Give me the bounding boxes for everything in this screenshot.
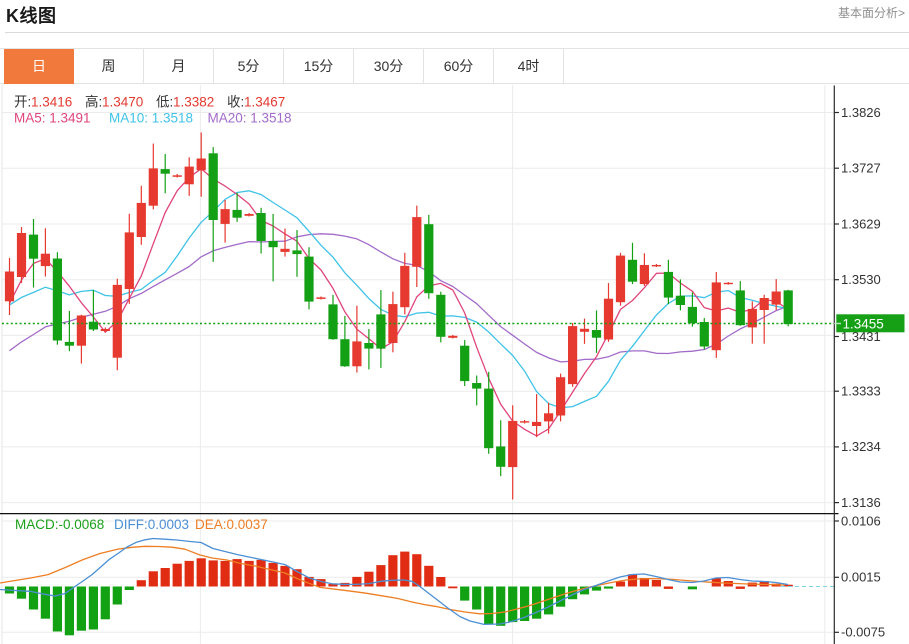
svg-text:1.3333: 1.3333 (841, 384, 881, 399)
svg-text:-0.0075: -0.0075 (841, 625, 885, 640)
svg-text:1.3727: 1.3727 (841, 161, 881, 176)
svg-text:1.3629: 1.3629 (841, 216, 881, 231)
svg-text:1.3431: 1.3431 (841, 329, 881, 344)
svg-text:0.0015: 0.0015 (841, 570, 881, 585)
svg-text:0.0106: 0.0106 (841, 513, 881, 528)
svg-text:1.3826: 1.3826 (841, 105, 881, 120)
svg-text:1.3136: 1.3136 (841, 495, 881, 510)
svg-text:1.3234: 1.3234 (841, 439, 881, 454)
svg-text:1.3455: 1.3455 (843, 317, 884, 332)
svg-text:1.3530: 1.3530 (841, 272, 881, 287)
